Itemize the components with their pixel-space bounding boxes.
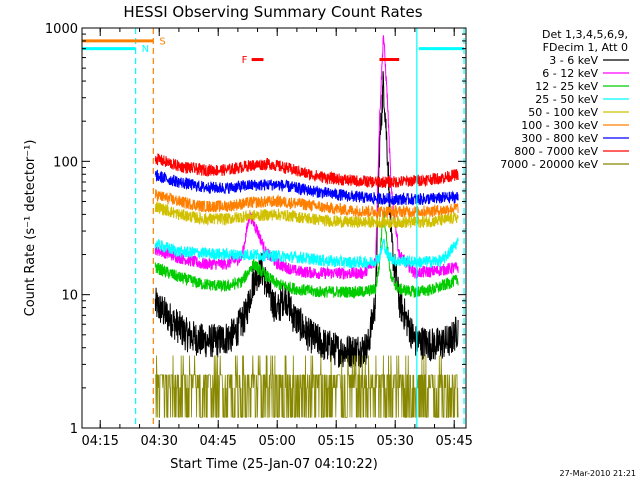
legend-header: FDecim 1, Att 0 — [543, 41, 628, 54]
legend-label: 25 - 50 keV — [535, 93, 598, 106]
y-tick-label: 10 — [61, 289, 78, 304]
chart-title: HESSI Observing Summary Count Rates — [123, 3, 422, 21]
legend-label: 300 - 800 keV — [521, 132, 598, 145]
series-line — [154, 35, 459, 280]
timestamp-footer: 27-Mar-2010 21:21 — [560, 469, 637, 478]
plot-frame — [81, 27, 467, 429]
legend-item: 100 - 300 keV — [521, 119, 629, 132]
flag-label: F — [242, 55, 248, 66]
legend-label: 7000 - 20000 keV — [500, 158, 598, 171]
x-tick-label: 04:45 — [199, 434, 236, 449]
x-axis-label: Start Time (25-Jan-07 04:10:22) — [170, 457, 378, 472]
flags-layer: SN F — [82, 28, 465, 428]
legend-item: 12 - 25 keV — [535, 80, 629, 93]
legend-item: 25 - 50 keV — [535, 93, 629, 106]
legend-label: 6 - 12 keV — [542, 67, 598, 80]
series-line — [155, 355, 459, 418]
series-line — [154, 210, 459, 300]
legend-label: 100 - 300 keV — [521, 119, 598, 132]
legend-item: 300 - 800 keV — [521, 132, 629, 145]
series-100-300-kev — [154, 189, 459, 218]
series-line — [154, 152, 459, 188]
legend-label: 3 - 6 keV — [549, 54, 598, 67]
x-tick-label: 05:15 — [317, 434, 354, 449]
series-line — [154, 189, 459, 218]
y-tick-label: 1 — [70, 422, 78, 437]
flag-label: N — [142, 44, 149, 55]
legend-label: 800 - 7000 keV — [514, 145, 598, 158]
legend-label: 12 - 25 keV — [535, 80, 598, 93]
series-300-800-kev — [154, 169, 459, 207]
series-line — [154, 169, 459, 207]
legend: Det 1,3,4,5,6,9,FDecim 1, Att 03 - 6 keV… — [500, 28, 629, 171]
legend-item: 6 - 12 keV — [542, 67, 629, 80]
series-line — [154, 237, 459, 270]
legend-label: 50 - 100 keV — [528, 106, 598, 119]
legend-item: 50 - 100 keV — [528, 106, 629, 119]
x-tick-label: 05:30 — [376, 434, 413, 449]
series-800-7000-kev — [154, 152, 459, 188]
legend-header: Det 1,3,4,5,6,9, — [542, 28, 628, 41]
series-6-12-kev — [154, 35, 459, 280]
y-axis-label: Count Rate (s⁻¹ detector⁻¹) — [23, 140, 38, 317]
axes-layer: 1 10 100 1000 04:15 04:30 04:45 05:00 05:15 05:30… — [45, 22, 473, 449]
series-25-50-kev — [154, 237, 459, 270]
series-7000-20000-kev — [155, 355, 459, 418]
series-layer — [154, 35, 459, 418]
y-tick-label: 100 — [53, 155, 78, 170]
series-50-100-kev — [154, 202, 459, 230]
legend-item: 800 - 7000 keV — [514, 145, 629, 158]
series-line — [154, 71, 459, 369]
series-line — [154, 202, 459, 230]
series-12-25-kev — [154, 210, 459, 300]
y-tick-label: 1000 — [45, 22, 78, 37]
x-tick-label: 05:00 — [258, 434, 295, 449]
x-tick-label: 05:45 — [435, 434, 472, 449]
flag-label: S — [159, 36, 165, 47]
x-tick-label: 04:30 — [140, 434, 177, 449]
legend-item: 3 - 6 keV — [549, 54, 629, 67]
series-3-6-kev — [154, 71, 459, 369]
legend-item: 7000 - 20000 keV — [500, 158, 629, 171]
x-tick-label: 04:15 — [81, 434, 118, 449]
